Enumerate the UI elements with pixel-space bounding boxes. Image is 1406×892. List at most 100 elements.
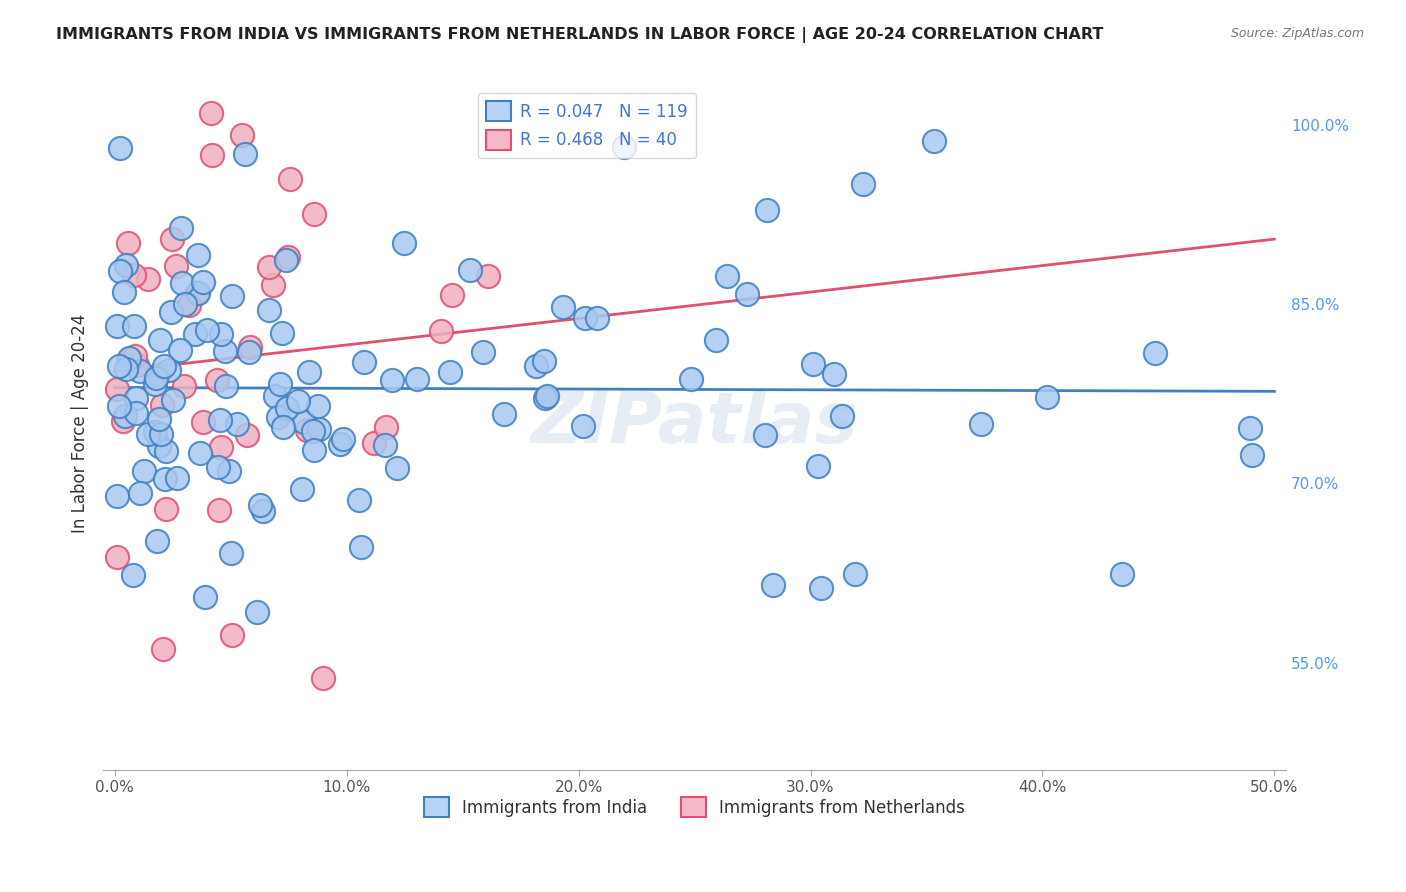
Point	[105, 318, 128, 333]
Point	[187, 285, 209, 300]
Point	[852, 178, 875, 192]
Point	[105, 549, 128, 564]
Point	[122, 268, 145, 282]
Point	[209, 413, 232, 427]
Point	[264, 389, 287, 403]
Point	[969, 417, 991, 431]
Point	[108, 400, 131, 414]
Point	[353, 355, 375, 369]
Point	[572, 418, 595, 433]
Point	[302, 207, 325, 221]
Point	[115, 361, 138, 376]
Point	[1111, 567, 1133, 582]
Point	[1144, 346, 1167, 360]
Point	[160, 305, 183, 319]
Point	[679, 372, 702, 386]
Point	[233, 147, 256, 161]
Point	[155, 444, 177, 458]
Point	[1241, 448, 1264, 462]
Point	[200, 106, 222, 120]
Point	[236, 427, 259, 442]
Point	[308, 422, 330, 436]
Point	[381, 373, 404, 387]
Point	[125, 358, 148, 372]
Point	[169, 343, 191, 358]
Point	[173, 379, 195, 393]
Point	[136, 427, 159, 442]
Point	[186, 285, 208, 300]
Point	[150, 398, 173, 412]
Point	[150, 427, 173, 442]
Point	[165, 259, 187, 273]
Point	[148, 412, 170, 426]
Point	[112, 285, 135, 299]
Point	[374, 437, 396, 451]
Text: Source: ZipAtlas.com: Source: ZipAtlas.com	[1230, 27, 1364, 40]
Point	[170, 220, 193, 235]
Point	[105, 382, 128, 396]
Point	[304, 442, 326, 457]
Point	[801, 357, 824, 371]
Point	[269, 377, 291, 392]
Point	[221, 628, 243, 642]
Point	[155, 502, 177, 516]
Point	[114, 259, 136, 273]
Point	[174, 297, 197, 311]
Point	[831, 409, 853, 423]
Point	[195, 323, 218, 337]
Point	[477, 268, 499, 283]
Point	[114, 409, 136, 423]
Point	[121, 567, 143, 582]
Point	[307, 399, 329, 413]
Point	[214, 344, 236, 359]
Point	[458, 263, 481, 277]
Point	[249, 498, 271, 512]
Point	[716, 268, 738, 283]
Point	[129, 486, 152, 500]
Point	[737, 287, 759, 301]
Point	[118, 351, 141, 365]
Point	[162, 392, 184, 407]
Point	[193, 276, 215, 290]
Point	[215, 379, 238, 393]
Point	[238, 345, 260, 359]
Point	[160, 232, 183, 246]
Point	[194, 591, 217, 605]
Point	[207, 503, 229, 517]
Point	[329, 437, 352, 451]
Point	[207, 460, 229, 475]
Point	[810, 582, 832, 596]
Point	[125, 391, 148, 405]
Point	[187, 248, 209, 262]
Point	[179, 298, 201, 312]
Point	[225, 417, 247, 431]
Point	[277, 250, 299, 264]
Point	[574, 311, 596, 326]
Point	[363, 435, 385, 450]
Text: IMMIGRANTS FROM INDIA VS IMMIGRANTS FROM NETHERLANDS IN LABOR FORCE | AGE 20-24 : IMMIGRANTS FROM INDIA VS IMMIGRANTS FROM…	[56, 27, 1104, 43]
Point	[246, 605, 269, 619]
Point	[349, 540, 371, 554]
Point	[191, 415, 214, 429]
Point	[122, 319, 145, 334]
Point	[110, 264, 132, 278]
Point	[259, 260, 281, 274]
Point	[332, 432, 354, 446]
Point	[252, 504, 274, 518]
Point	[294, 415, 316, 429]
Point	[347, 493, 370, 508]
Point	[807, 459, 830, 474]
Point	[184, 326, 207, 341]
Point	[124, 406, 146, 420]
Point	[291, 482, 314, 496]
Point	[239, 340, 262, 354]
Point	[287, 394, 309, 409]
Point	[494, 407, 516, 421]
Point	[312, 672, 335, 686]
Point	[270, 326, 292, 340]
Point	[153, 359, 176, 373]
Point	[172, 277, 194, 291]
Point	[551, 300, 574, 314]
Text: ZIPatlas: ZIPatlas	[531, 389, 858, 458]
Point	[385, 461, 408, 475]
